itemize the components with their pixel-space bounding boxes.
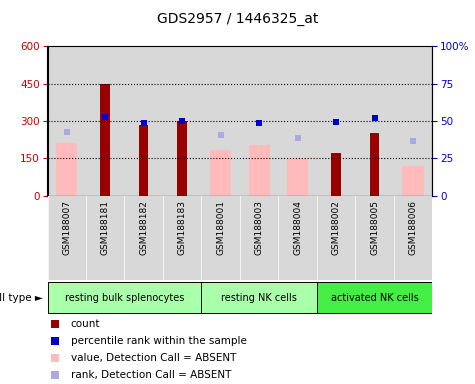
Text: rank, Detection Call = ABSENT: rank, Detection Call = ABSENT xyxy=(71,370,231,381)
Bar xyxy=(394,196,432,280)
Bar xyxy=(48,46,86,196)
Text: value, Detection Call = ABSENT: value, Detection Call = ABSENT xyxy=(71,353,236,363)
Bar xyxy=(86,46,124,196)
Text: GSM188183: GSM188183 xyxy=(178,200,187,255)
Text: GSM188007: GSM188007 xyxy=(62,200,71,255)
Text: activated NK cells: activated NK cells xyxy=(331,293,418,303)
Bar xyxy=(177,121,187,196)
Bar xyxy=(370,134,380,196)
Bar xyxy=(210,150,231,196)
Bar xyxy=(394,46,432,196)
Bar xyxy=(402,166,424,196)
Text: cell type ►: cell type ► xyxy=(0,293,43,303)
Bar xyxy=(278,196,317,280)
Bar xyxy=(139,125,149,196)
Bar xyxy=(240,196,278,280)
Text: resting bulk splenocytes: resting bulk splenocytes xyxy=(65,293,184,303)
Bar xyxy=(201,46,240,196)
Text: GDS2957 / 1446325_at: GDS2957 / 1446325_at xyxy=(157,12,318,25)
Bar xyxy=(124,46,163,196)
Text: GSM188006: GSM188006 xyxy=(408,200,418,255)
Bar xyxy=(355,46,394,196)
Bar xyxy=(163,46,201,196)
Text: GSM188004: GSM188004 xyxy=(293,200,302,255)
Bar xyxy=(48,282,201,313)
Bar xyxy=(201,196,240,280)
Text: GSM188182: GSM188182 xyxy=(139,200,148,255)
Bar xyxy=(287,159,308,196)
Bar xyxy=(331,154,341,196)
Text: GSM188002: GSM188002 xyxy=(332,200,341,255)
Text: GSM188005: GSM188005 xyxy=(370,200,379,255)
Bar xyxy=(317,46,355,196)
Bar xyxy=(86,196,124,280)
Text: GSM188001: GSM188001 xyxy=(216,200,225,255)
Bar xyxy=(317,282,432,313)
Text: GSM188003: GSM188003 xyxy=(255,200,264,255)
Bar xyxy=(278,46,317,196)
Text: resting NK cells: resting NK cells xyxy=(221,293,297,303)
Bar xyxy=(355,196,394,280)
Text: count: count xyxy=(71,318,100,329)
Bar xyxy=(248,145,270,196)
Bar xyxy=(317,196,355,280)
Bar xyxy=(56,144,77,196)
Bar xyxy=(48,196,86,280)
Text: percentile rank within the sample: percentile rank within the sample xyxy=(71,336,247,346)
Bar xyxy=(240,46,278,196)
Bar xyxy=(201,282,317,313)
Bar xyxy=(163,196,201,280)
Bar xyxy=(124,196,163,280)
Text: GSM188181: GSM188181 xyxy=(101,200,110,255)
Bar xyxy=(100,84,110,196)
